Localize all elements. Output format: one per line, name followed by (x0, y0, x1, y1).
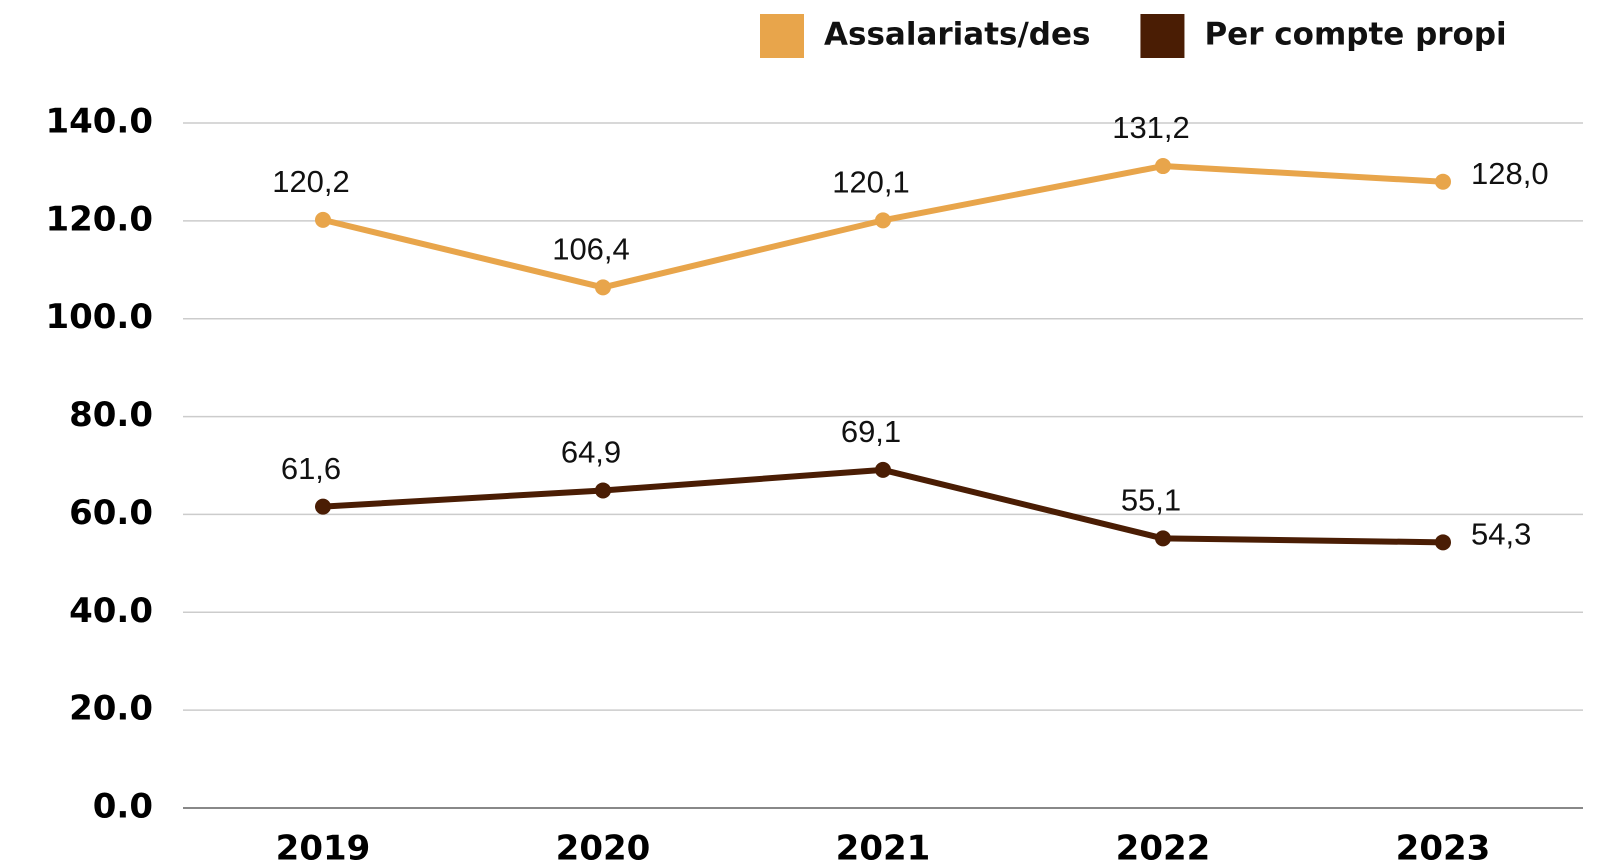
y-tick-label: 140.0 (45, 102, 153, 142)
y-tick-label: 80.0 (69, 395, 153, 435)
y-tick-label: 0.0 (93, 787, 153, 827)
y-tick-label: 40.0 (69, 591, 153, 631)
data-label: 64,9 (561, 435, 621, 470)
data-label: 131,2 (1112, 110, 1190, 145)
point (1435, 173, 1451, 190)
data-label: 61,6 (281, 451, 341, 486)
data-label: 55,1 (1121, 483, 1181, 518)
point (875, 212, 891, 229)
y-tick-label: 100.0 (45, 297, 153, 337)
point (315, 498, 331, 515)
y-tick-label: 20.0 (69, 689, 153, 729)
point (595, 482, 611, 499)
data-label: 69,1 (841, 414, 901, 449)
point (595, 279, 611, 296)
point (875, 461, 891, 478)
x-tick-label: 2021 (836, 829, 931, 867)
legend-swatch (760, 14, 804, 58)
point (1435, 534, 1451, 551)
data-label: 120,2 (272, 164, 350, 199)
data-label: 128,0 (1471, 156, 1549, 191)
x-tick-label: 2023 (1396, 829, 1491, 867)
x-tick-label: 2022 (1116, 829, 1211, 867)
data-label: 120,1 (832, 165, 910, 200)
point (1155, 530, 1171, 547)
y-tick-label: 60.0 (69, 493, 153, 533)
point (1155, 158, 1171, 175)
legend-label: Per compte propi (1204, 17, 1506, 53)
y-tick-label: 120.0 (45, 199, 153, 239)
point (315, 211, 331, 228)
legend-swatch (1140, 14, 1185, 58)
x-tick-label: 2020 (556, 829, 651, 867)
x-tick-label: 2019 (276, 829, 371, 867)
data-label: 106,4 (552, 232, 630, 267)
data-label: 54,3 (1471, 517, 1531, 552)
series-line (322, 466, 1444, 546)
legend-label: Assalariats/des (824, 17, 1090, 53)
